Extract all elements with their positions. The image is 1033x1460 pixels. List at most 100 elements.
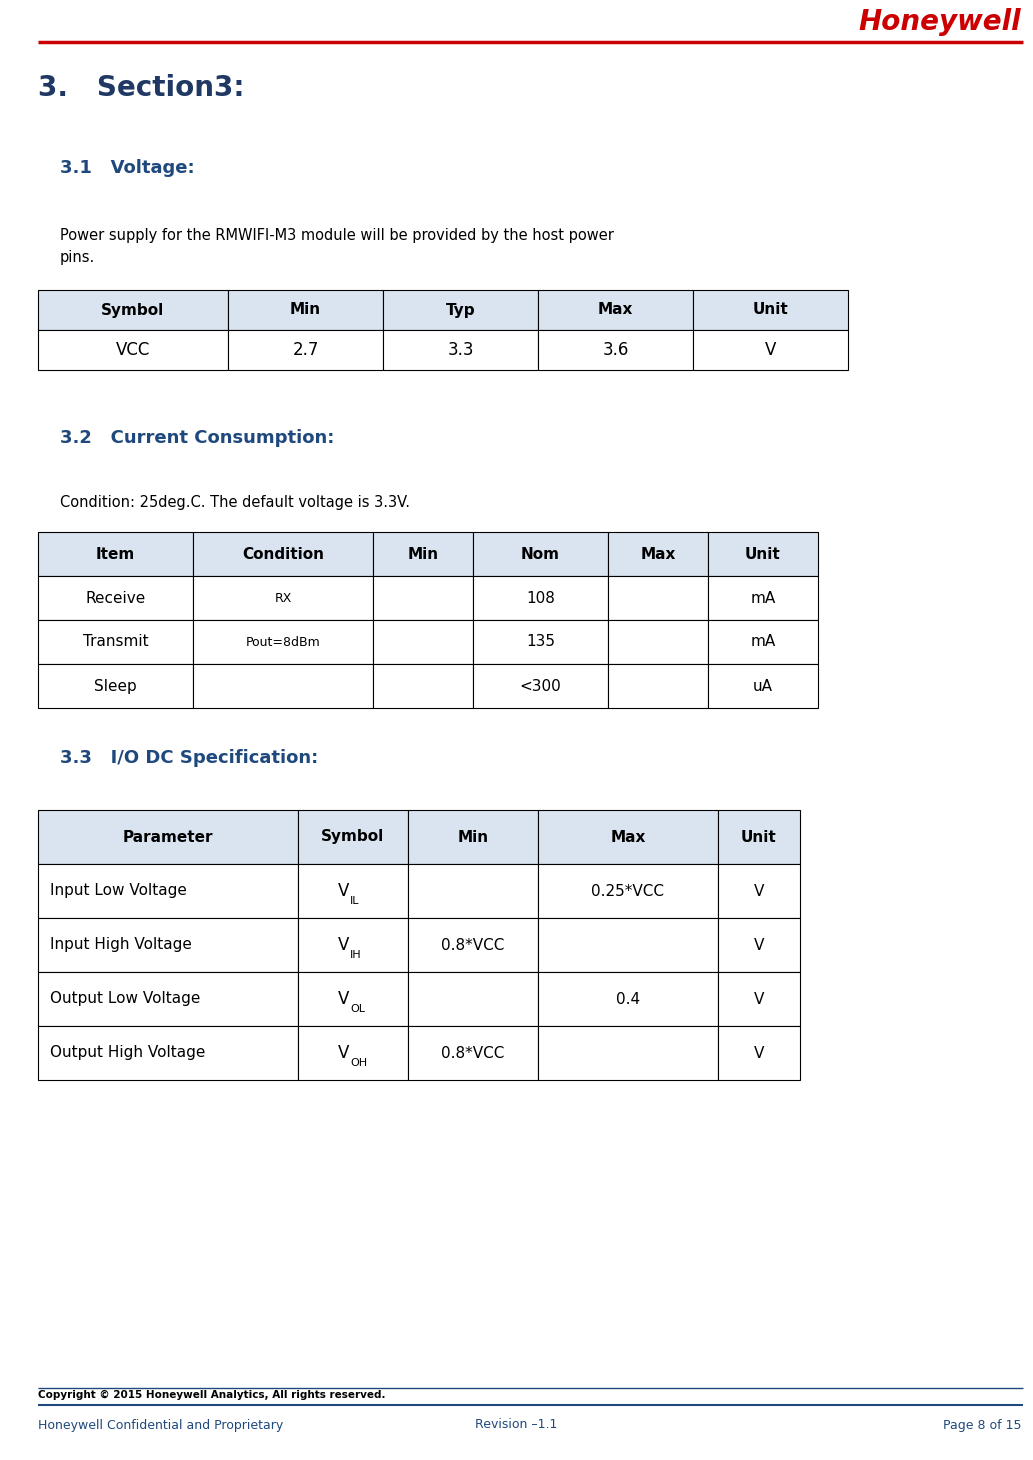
- Bar: [298, 864, 408, 918]
- Text: 2.7: 2.7: [292, 342, 319, 359]
- Text: Parameter: Parameter: [123, 829, 213, 844]
- Text: 0.4: 0.4: [616, 991, 640, 1006]
- Bar: [608, 664, 708, 708]
- Bar: [193, 577, 373, 620]
- Text: Unit: Unit: [741, 829, 777, 844]
- Bar: [608, 620, 708, 664]
- Bar: [718, 864, 800, 918]
- Bar: [608, 531, 708, 577]
- Bar: [373, 531, 473, 577]
- Bar: [193, 620, 373, 664]
- Bar: [538, 330, 693, 369]
- Bar: [38, 972, 298, 1026]
- Text: Max: Max: [611, 829, 646, 844]
- Bar: [38, 918, 298, 972]
- Bar: [538, 864, 718, 918]
- Bar: [38, 531, 193, 577]
- Text: 3.1   Voltage:: 3.1 Voltage:: [60, 159, 194, 177]
- Text: V: V: [338, 882, 349, 899]
- Text: Honeywell: Honeywell: [858, 7, 1021, 36]
- Bar: [718, 972, 800, 1026]
- Text: Sleep: Sleep: [94, 679, 137, 694]
- Bar: [38, 577, 193, 620]
- Text: V: V: [764, 342, 776, 359]
- Bar: [193, 531, 373, 577]
- Bar: [383, 330, 538, 369]
- Text: Power supply for the RMWIFI-M3 module will be provided by the host power
pins.: Power supply for the RMWIFI-M3 module wi…: [60, 228, 614, 266]
- Text: Min: Min: [458, 829, 489, 844]
- Text: 3.3   I/O DC Specification:: 3.3 I/O DC Specification:: [60, 749, 318, 766]
- Text: Unit: Unit: [753, 302, 788, 317]
- Text: Page 8 of 15: Page 8 of 15: [942, 1419, 1021, 1431]
- Bar: [298, 1026, 408, 1080]
- Bar: [373, 664, 473, 708]
- Text: V: V: [754, 1045, 764, 1060]
- Text: Receive: Receive: [86, 590, 146, 606]
- Text: RX: RX: [275, 591, 291, 604]
- Text: Max: Max: [640, 546, 676, 562]
- Bar: [38, 864, 298, 918]
- Text: 3.3: 3.3: [447, 342, 474, 359]
- Text: VCC: VCC: [116, 342, 150, 359]
- Text: 0.8*VCC: 0.8*VCC: [441, 1045, 505, 1060]
- Text: <300: <300: [520, 679, 561, 694]
- Bar: [193, 664, 373, 708]
- Bar: [408, 810, 538, 864]
- Bar: [538, 918, 718, 972]
- Bar: [718, 918, 800, 972]
- Text: Symbol: Symbol: [101, 302, 164, 317]
- Bar: [718, 810, 800, 864]
- Bar: [298, 918, 408, 972]
- Text: Symbol: Symbol: [321, 829, 384, 844]
- Text: Output Low Voltage: Output Low Voltage: [50, 991, 200, 1006]
- Bar: [538, 1026, 718, 1080]
- Bar: [298, 972, 408, 1026]
- Bar: [408, 972, 538, 1026]
- Bar: [708, 664, 818, 708]
- Text: V: V: [338, 990, 349, 1007]
- Text: IH: IH: [350, 950, 362, 961]
- Bar: [708, 531, 818, 577]
- Text: V: V: [754, 883, 764, 898]
- Bar: [473, 531, 608, 577]
- Text: 108: 108: [526, 590, 555, 606]
- Bar: [718, 1026, 800, 1080]
- Bar: [708, 577, 818, 620]
- Bar: [473, 664, 608, 708]
- Text: mA: mA: [750, 635, 776, 650]
- Bar: [408, 864, 538, 918]
- Text: Output High Voltage: Output High Voltage: [50, 1045, 206, 1060]
- Text: Copyright © 2015 Honeywell Analytics, All rights reserved.: Copyright © 2015 Honeywell Analytics, Al…: [38, 1390, 385, 1400]
- Text: IL: IL: [350, 896, 359, 907]
- Bar: [298, 810, 408, 864]
- Bar: [408, 918, 538, 972]
- Bar: [708, 620, 818, 664]
- Text: OH: OH: [350, 1058, 367, 1069]
- Bar: [473, 577, 608, 620]
- Text: mA: mA: [750, 590, 776, 606]
- Bar: [228, 330, 383, 369]
- Text: Input High Voltage: Input High Voltage: [50, 937, 192, 952]
- Text: Pout=8dBm: Pout=8dBm: [246, 635, 320, 648]
- Text: 0.25*VCC: 0.25*VCC: [592, 883, 664, 898]
- Text: Nom: Nom: [521, 546, 560, 562]
- Bar: [383, 291, 538, 330]
- Text: Typ: Typ: [445, 302, 475, 317]
- Bar: [408, 1026, 538, 1080]
- Bar: [538, 291, 693, 330]
- Bar: [473, 620, 608, 664]
- Bar: [693, 330, 848, 369]
- Bar: [373, 577, 473, 620]
- Text: 3.   Section3:: 3. Section3:: [38, 74, 245, 102]
- Text: Item: Item: [96, 546, 135, 562]
- Bar: [538, 972, 718, 1026]
- Text: Input Low Voltage: Input Low Voltage: [50, 883, 187, 898]
- Text: 0.8*VCC: 0.8*VCC: [441, 937, 505, 952]
- Text: V: V: [338, 1044, 349, 1061]
- Bar: [608, 577, 708, 620]
- Text: OL: OL: [350, 1004, 365, 1015]
- Text: 135: 135: [526, 635, 555, 650]
- Text: 3.6: 3.6: [602, 342, 629, 359]
- Text: V: V: [754, 991, 764, 1006]
- Bar: [38, 620, 193, 664]
